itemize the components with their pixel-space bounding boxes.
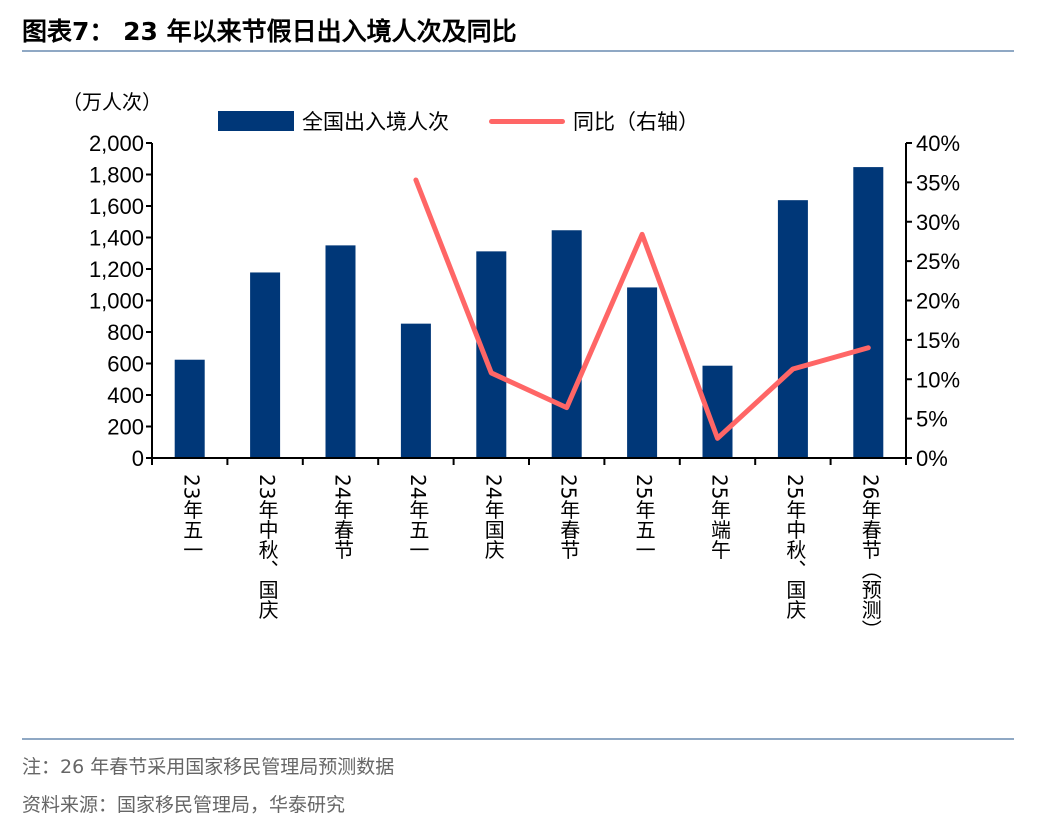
x-tick-label: 25年春节 <box>556 474 581 560</box>
bottom-divider <box>22 738 1014 740</box>
bar <box>400 323 431 458</box>
y-axis-unit: （万人次） <box>62 90 162 114</box>
y-tick-label: 0 <box>132 446 144 471</box>
bar <box>551 230 582 458</box>
y2-tick-label: 30% <box>916 210 960 235</box>
top-divider <box>22 50 1014 52</box>
y-tick-label: 1,800 <box>89 163 144 188</box>
y-tick-label: 1,600 <box>89 194 144 219</box>
legend-bar-label: 全国出入境人次 <box>302 110 449 134</box>
x-tick-label: 24年春节 <box>330 474 355 560</box>
bar <box>325 245 356 458</box>
bar <box>853 167 884 458</box>
x-tick-label: 25年端午 <box>707 474 732 560</box>
bar <box>476 251 507 458</box>
x-tick-label: 24年五一 <box>405 474 430 560</box>
bar <box>777 200 808 459</box>
x-tick-label: 25年五一 <box>632 474 657 560</box>
chart-title: 图表7： 23 年以来节假日出入境人次及同比 <box>22 17 517 46</box>
y2-tick-label: 20% <box>916 289 960 314</box>
legend-line-swatch <box>489 118 565 124</box>
y2-tick-label: 15% <box>916 328 960 353</box>
x-tick-label: 26年春节（预测） <box>858 474 883 640</box>
legend: 全国出入境人次 同比（右轴） <box>218 106 699 136</box>
chart-note: 注：26 年春节采用国家移民管理局预测数据 <box>22 756 395 778</box>
y-tick-label: 1,000 <box>89 289 144 314</box>
chart-source: 资料来源：国家移民管理局，华泰研究 <box>22 794 346 816</box>
bar <box>627 287 658 458</box>
legend-line-label: 同比（右轴） <box>573 110 699 134</box>
y2-tick-label: 40% <box>916 131 960 156</box>
bar <box>174 359 205 458</box>
x-tick-label: 25年中秋、国庆 <box>782 474 807 620</box>
yoy-line <box>413 177 871 441</box>
y-tick-label: 800 <box>107 320 144 345</box>
y2-tick-label: 5% <box>916 407 948 432</box>
x-tick-label: 23年中秋、国庆 <box>255 474 280 620</box>
y2-tick-label: 0% <box>916 446 948 471</box>
x-tick-label: 24年国庆 <box>481 474 506 560</box>
x-tick-label: 23年五一 <box>179 474 204 560</box>
legend-bar-swatch <box>218 111 294 131</box>
y2-tick-label: 25% <box>916 249 960 274</box>
y-tick-label: 1,200 <box>89 257 144 282</box>
y2-tick-label: 35% <box>916 170 960 195</box>
y2-tick-label: 10% <box>916 367 960 392</box>
y-tick-label: 1,400 <box>89 226 144 251</box>
y-tick-label: 2,000 <box>89 131 144 156</box>
bar <box>250 272 281 458</box>
y-tick-label: 600 <box>107 352 144 377</box>
y-tick-label: 400 <box>107 383 144 408</box>
y-tick-label: 200 <box>107 415 144 440</box>
